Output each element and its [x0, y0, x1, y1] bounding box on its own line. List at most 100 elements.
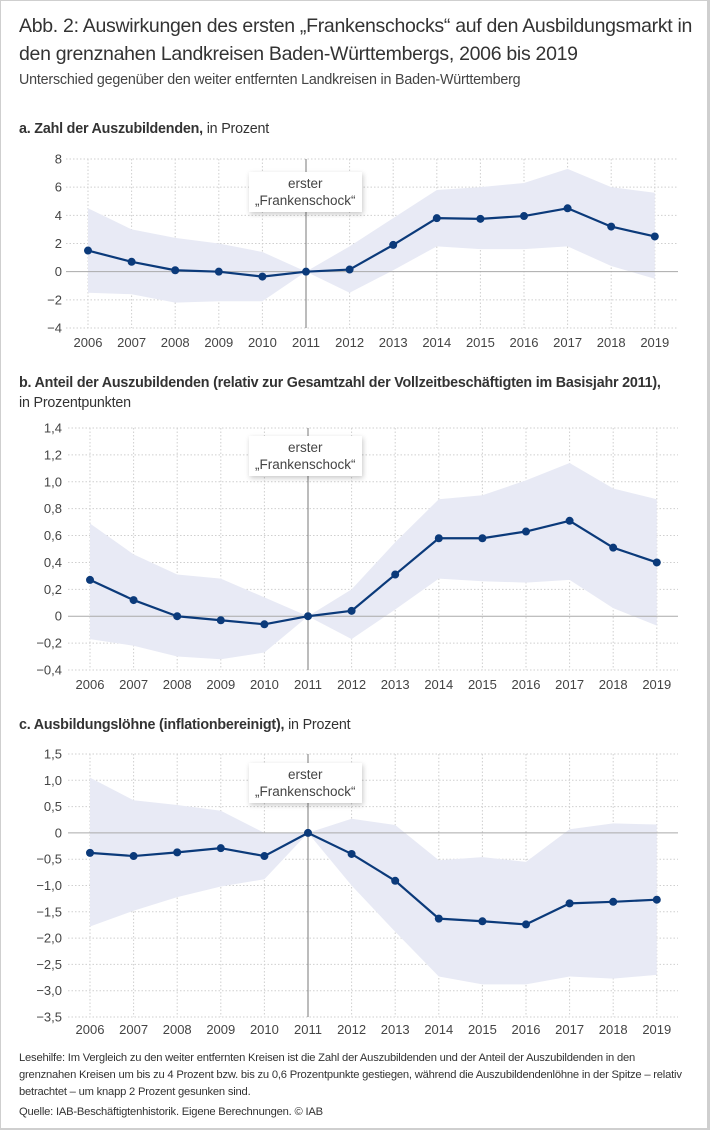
- x-tick-label: 2008: [161, 335, 190, 350]
- data-point: [391, 876, 400, 885]
- data-point: [171, 266, 180, 275]
- data-point: [520, 212, 528, 221]
- data-point: [650, 232, 659, 241]
- x-tick-label: 2009: [204, 335, 233, 350]
- annotation-line2: „Frankenschock“: [255, 784, 356, 799]
- data-point: [478, 534, 487, 543]
- y-tick-label: −2: [47, 292, 62, 307]
- y-tick-label: −0,2: [36, 636, 62, 651]
- data-point: [214, 267, 223, 276]
- y-tick-label: 6: [55, 180, 62, 195]
- data-point: [434, 534, 443, 543]
- y-tick-label: 1,0: [44, 773, 62, 788]
- y-tick-label: 1,2: [44, 447, 62, 462]
- data-point: [652, 558, 661, 567]
- y-tick-label: 2: [55, 236, 62, 251]
- annotation-frankenschock-a: erster „Frankenschock“: [249, 172, 362, 212]
- y-tick-label: −1,5: [36, 904, 62, 919]
- x-tick-label: 2016: [510, 335, 539, 350]
- y-tick-label: 0,5: [44, 799, 62, 814]
- x-tick-label: 2013: [381, 677, 410, 692]
- x-tick-label: 2013: [379, 335, 408, 350]
- y-tick-label: −0,4: [36, 663, 62, 678]
- data-point: [84, 246, 92, 255]
- x-tick-label: 2010: [250, 1022, 279, 1037]
- data-point: [389, 240, 398, 249]
- x-tick-label: 2018: [599, 1022, 628, 1037]
- y-tick-label: −0,5: [36, 852, 62, 867]
- panel-b-title-bold: b. Anteil der Auszubildenden (relativ zu…: [19, 375, 661, 391]
- x-tick-label: 2019: [640, 335, 669, 350]
- annotation-line2: „Frankenschock“: [255, 457, 356, 472]
- x-tick-label: 2018: [599, 677, 628, 692]
- y-tick-label: 0: [55, 609, 62, 624]
- x-tick-label: 2006: [74, 335, 103, 350]
- x-tick-label: 2018: [597, 335, 626, 350]
- y-tick-label: −2,0: [36, 931, 62, 946]
- y-tick-label: 1,0: [44, 474, 62, 489]
- x-tick-label: 2006: [76, 677, 105, 692]
- data-point: [260, 852, 269, 861]
- data-point: [391, 570, 400, 579]
- data-point: [173, 848, 182, 857]
- annotation-frankenschock-b: erster „Frankenschock“: [249, 436, 362, 476]
- x-tick-label: 2019: [642, 677, 671, 692]
- panel-b-title-line2: in Prozentpunkten: [19, 395, 131, 411]
- data-point: [129, 852, 138, 861]
- series-line: [89, 519, 658, 626]
- y-tick-label: −3,5: [36, 1010, 62, 1025]
- annotation-frankenschock-c: erster „Frankenschock“: [249, 763, 362, 803]
- data-point: [522, 920, 530, 929]
- data-point: [347, 606, 356, 615]
- series-line: [87, 207, 656, 278]
- y-tick-label: −1,0: [36, 878, 62, 893]
- data-point: [565, 516, 574, 525]
- x-tick-label: 2019: [642, 1022, 671, 1037]
- x-tick-label: 2014: [424, 677, 453, 692]
- data-point: [260, 620, 269, 629]
- data-point: [609, 543, 618, 552]
- y-tick-label: 0: [55, 825, 62, 840]
- y-tick-label: 0,8: [44, 501, 62, 516]
- x-tick-label: 2017: [555, 1022, 584, 1037]
- x-tick-label: 2009: [206, 677, 235, 692]
- figure-footer: Lesehilfe: Im Vergleich zu den weiter en…: [19, 1050, 689, 1121]
- data-point: [522, 527, 530, 536]
- y-tick-label: 0,6: [44, 528, 62, 543]
- data-point: [258, 272, 267, 281]
- panel-c-title: c. Ausbildungslöhne (inflationbereinigt)…: [19, 715, 351, 735]
- x-tick-label: 2017: [553, 335, 582, 350]
- data-point: [478, 917, 487, 926]
- data-point: [86, 848, 94, 857]
- data-point: [609, 897, 618, 906]
- panel-c-title-bold: c. Ausbildungslöhne (inflationbereinigt)…: [19, 717, 285, 733]
- x-tick-label: 2013: [381, 1022, 410, 1037]
- x-tick-label: 2015: [468, 677, 497, 692]
- y-tick-label: −3,0: [36, 983, 62, 998]
- x-tick-label: 2010: [250, 677, 279, 692]
- data-point: [129, 596, 138, 605]
- panel-a-title: a. Zahl der Auszubildenden, in Prozent: [19, 119, 269, 139]
- y-tick-label: 0,2: [44, 582, 62, 597]
- y-tick-label: 1,4: [44, 421, 62, 436]
- x-tick-label: 2008: [163, 677, 192, 692]
- data-point: [563, 204, 572, 213]
- y-tick-label: −2,5: [36, 957, 62, 972]
- data-point: [565, 899, 574, 908]
- x-tick-label: 2007: [117, 335, 146, 350]
- panel-a-title-rest: in Prozent: [202, 121, 270, 137]
- reading-aid-note: Lesehilfe: Im Vergleich zu den weiter en…: [19, 1052, 682, 1098]
- data-point: [432, 214, 441, 223]
- x-tick-label: 2015: [468, 1022, 497, 1037]
- data-point: [173, 612, 182, 621]
- annotation-line1: erster: [288, 440, 323, 455]
- data-point: [216, 616, 225, 625]
- x-tick-label: 2016: [512, 1022, 541, 1037]
- y-tick-label: 4: [55, 208, 62, 223]
- x-tick-label: 2017: [555, 677, 584, 692]
- data-point: [216, 844, 225, 853]
- data-point: [127, 257, 136, 266]
